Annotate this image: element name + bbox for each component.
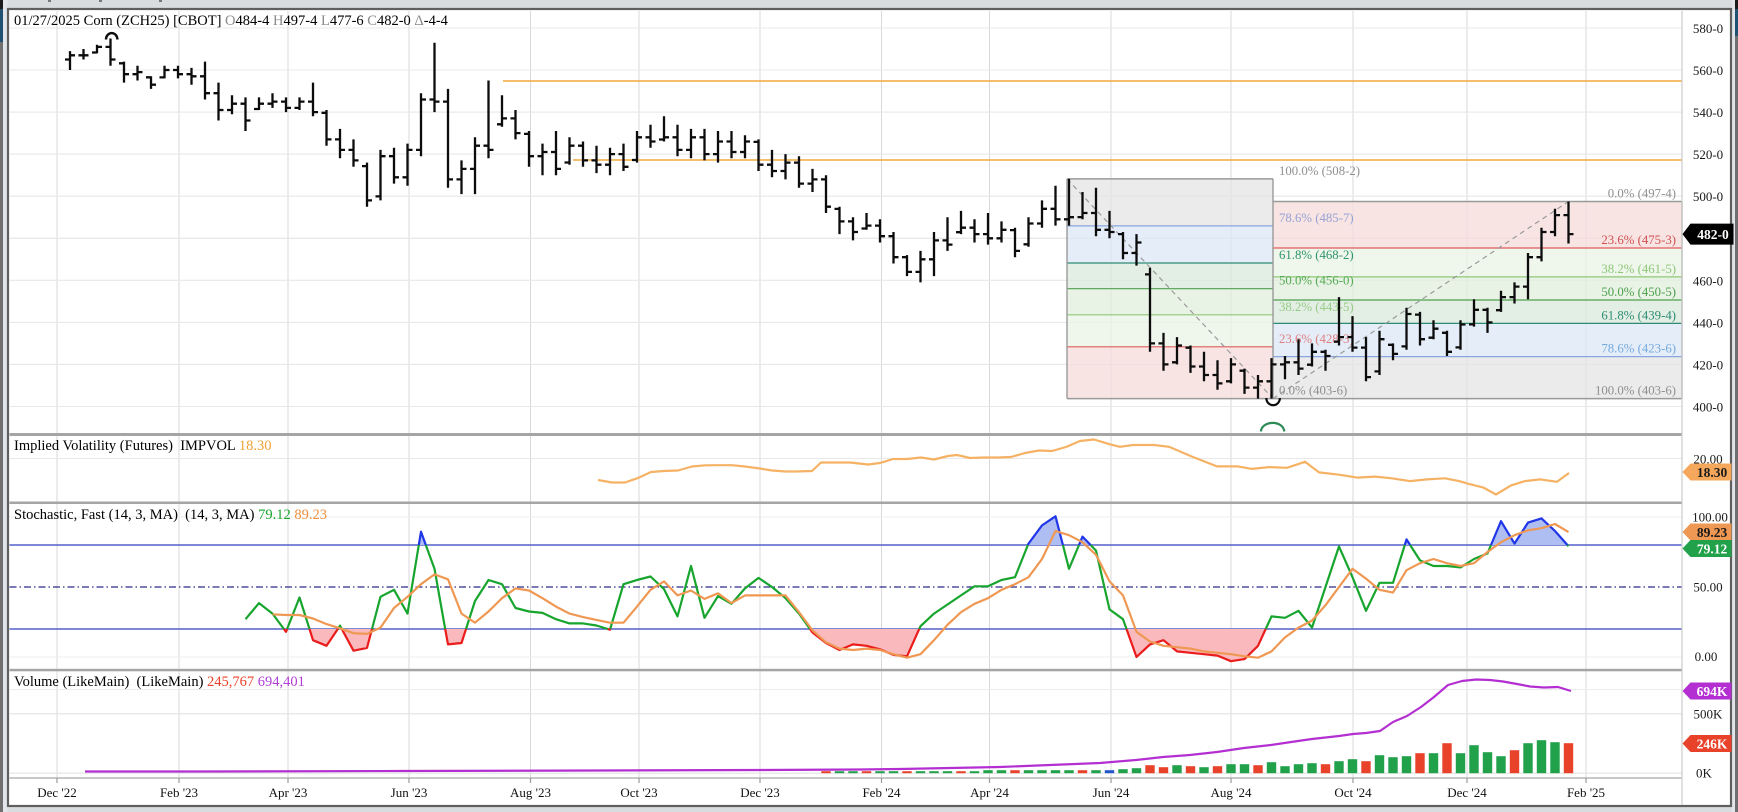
svg-text:Apr '24: Apr '24: [970, 785, 1009, 800]
svg-text:18.30: 18.30: [1697, 465, 1728, 480]
svg-text:0.0% (497-4): 0.0% (497-4): [1608, 187, 1676, 201]
svg-text:0.00: 0.00: [1695, 649, 1718, 664]
svg-text:Feb '24: Feb '24: [862, 785, 901, 800]
svg-text:100.0% (508-2): 100.0% (508-2): [1279, 164, 1360, 178]
svg-text:38.2% (443-5): 38.2% (443-5): [1279, 300, 1354, 314]
svg-text:Apr '23: Apr '23: [269, 785, 308, 800]
svg-text:79.12: 79.12: [1697, 541, 1728, 556]
svg-text:0K: 0K: [1696, 766, 1713, 781]
svg-text:Implied Volatility (Futures): Implied Volatility (Futures) IMPVOL 18.3…: [14, 438, 272, 454]
svg-text:78.6% (423-6): 78.6% (423-6): [1601, 342, 1676, 356]
svg-text:460-0: 460-0: [1693, 273, 1723, 288]
svg-text:540-0: 540-0: [1693, 105, 1723, 120]
svg-text:Dec '23: Dec '23: [740, 785, 780, 800]
svg-text:01/27/2025 Corn (ZCH25) [CBOT]: 01/27/2025 Corn (ZCH25) [CBOT] O484-4 H4…: [14, 13, 449, 29]
svg-text:Jun '24: Jun '24: [1093, 785, 1130, 800]
svg-text:Aug '24: Aug '24: [1211, 785, 1252, 800]
svg-text:Feb '23: Feb '23: [160, 785, 198, 800]
svg-text:500-0: 500-0: [1693, 189, 1723, 204]
svg-text:580-0: 580-0: [1693, 21, 1723, 36]
svg-text:Oct '24: Oct '24: [1334, 785, 1372, 800]
svg-text:20.00: 20.00: [1693, 452, 1722, 467]
svg-text:400-0: 400-0: [1693, 400, 1723, 415]
svg-text:Aug '23: Aug '23: [510, 785, 551, 800]
svg-text:50.0% (450-5): 50.0% (450-5): [1601, 285, 1676, 299]
svg-text:Stochastic, Fast (14, 3, MA): Stochastic, Fast (14, 3, MA) (14, 3, MA)…: [14, 507, 327, 523]
svg-text:Dec '22: Dec '22: [37, 785, 77, 800]
svg-text:Jun '23: Jun '23: [391, 785, 428, 800]
svg-text:23.6% (428-3): 23.6% (428-3): [1279, 332, 1354, 346]
svg-text:694K: 694K: [1697, 684, 1728, 699]
svg-text:78.6% (485-7): 78.6% (485-7): [1279, 211, 1354, 225]
svg-text:246K: 246K: [1697, 736, 1728, 751]
svg-text:50.0% (456-0): 50.0% (456-0): [1279, 274, 1354, 288]
svg-text:23.6% (475-3): 23.6% (475-3): [1601, 233, 1676, 247]
svg-text:420-0: 420-0: [1693, 357, 1723, 372]
svg-text:482-0: 482-0: [1697, 227, 1729, 242]
svg-text:Dec '24: Dec '24: [1447, 785, 1487, 800]
svg-text:440-0: 440-0: [1693, 315, 1723, 330]
svg-text:89.23: 89.23: [1697, 525, 1728, 540]
svg-text:520-0: 520-0: [1693, 147, 1723, 162]
svg-text:Oct '23: Oct '23: [620, 785, 657, 800]
svg-text:50.00: 50.00: [1693, 580, 1722, 595]
svg-text:Feb '25: Feb '25: [1567, 785, 1605, 800]
svg-text:560-0: 560-0: [1693, 63, 1723, 78]
svg-text:100.0% (403-6): 100.0% (403-6): [1595, 384, 1676, 398]
svg-text:500K: 500K: [1694, 707, 1724, 722]
svg-text:0.0% (403-6): 0.0% (403-6): [1279, 384, 1347, 398]
svg-text:Volume (LikeMain) (LikeMain): Volume (LikeMain) (LikeMain) 245,767 694…: [14, 674, 305, 690]
svg-text:100.00: 100.00: [1692, 510, 1728, 525]
svg-text:38.2% (461-5): 38.2% (461-5): [1601, 262, 1676, 276]
svg-text:61.8% (468-2): 61.8% (468-2): [1279, 248, 1354, 262]
svg-text:61.8% (439-4): 61.8% (439-4): [1601, 308, 1676, 322]
